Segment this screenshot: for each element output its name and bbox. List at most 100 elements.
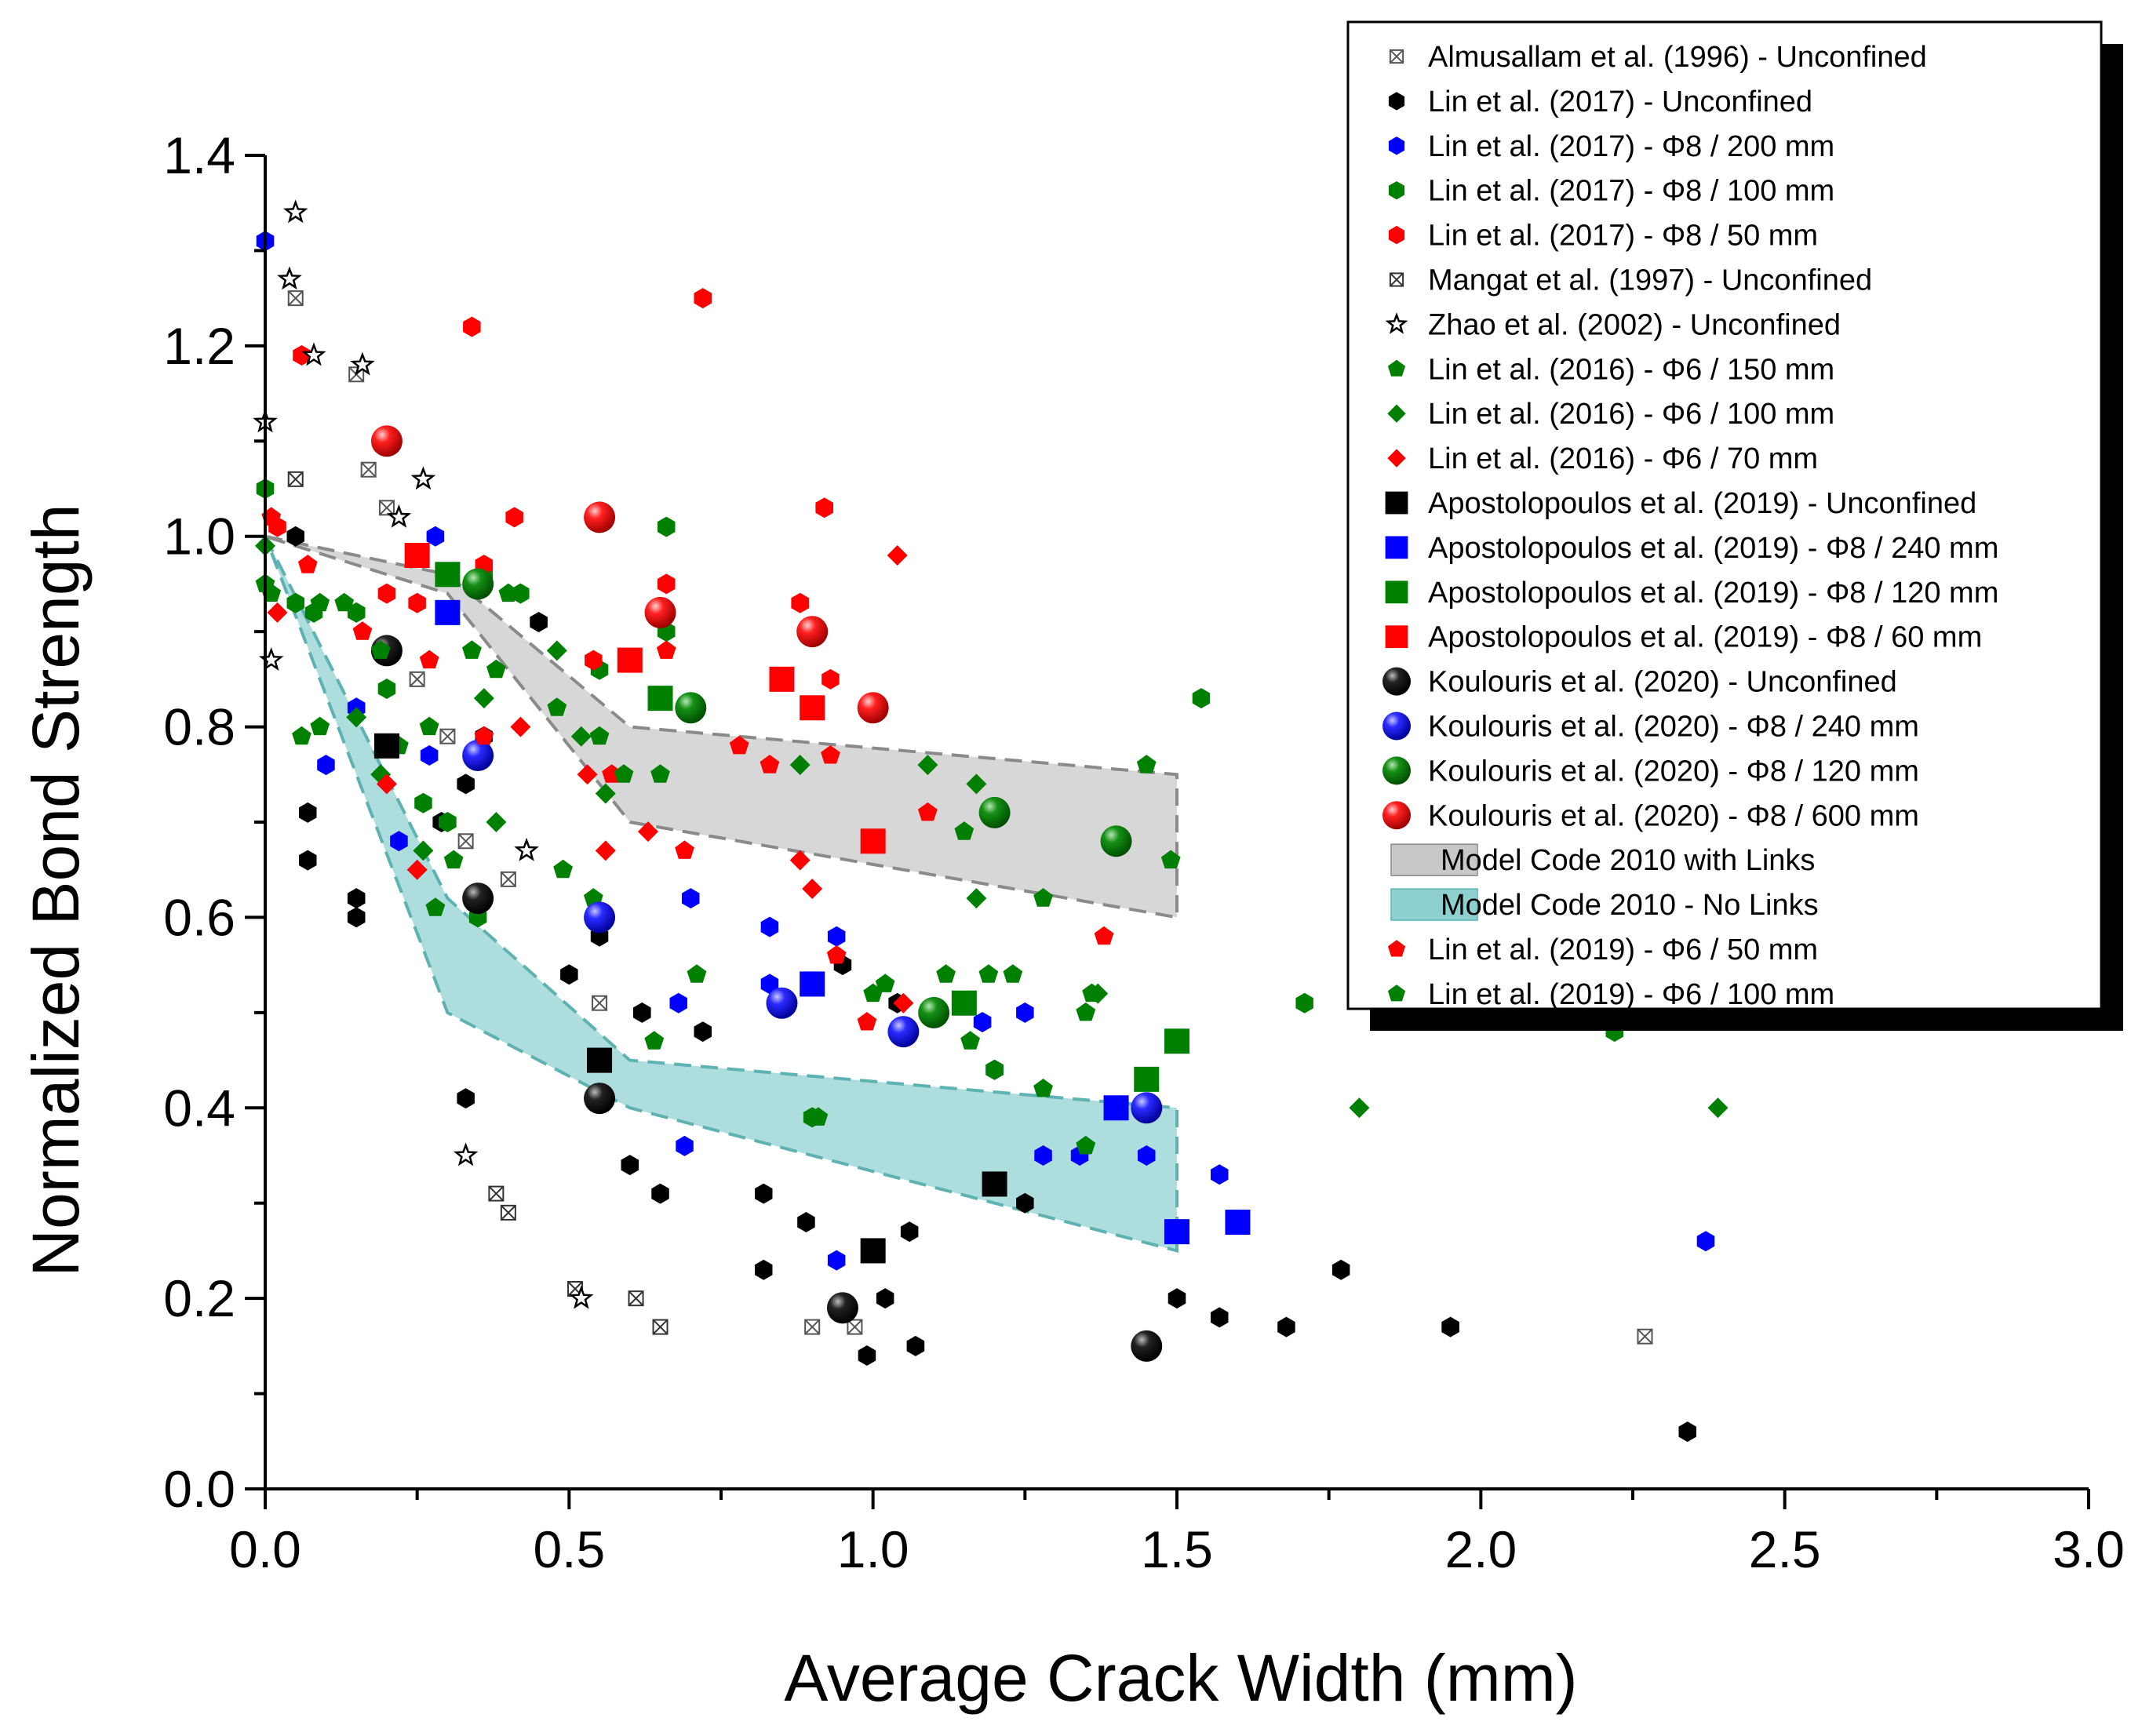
data-point	[669, 992, 687, 1014]
y-tick-label: 0.4	[163, 1079, 235, 1137]
legend-item: Lin et al. (2017) - Φ8 / 200 mm	[1388, 130, 1834, 163]
data-point	[500, 1204, 516, 1221]
legend-item: Model Code 2010 - No Links	[1390, 888, 1819, 922]
legend-item: Lin et al. (2017) - Φ8 / 100 mm	[1388, 175, 1834, 208]
series-koulouris-et-al-2020-phi8-600-mm	[370, 425, 889, 724]
data-point	[796, 616, 829, 648]
data-point	[675, 840, 694, 859]
data-point	[347, 602, 366, 623]
data-point	[1441, 1316, 1459, 1337]
y-tick-label: 1.0	[163, 508, 235, 566]
series-lin-et-al-2017-phi8-100-mm	[256, 479, 1623, 1128]
legend-item: Mangat et al. (1997) - Unconfined	[1389, 264, 1872, 297]
data-point	[577, 764, 598, 785]
data-point	[553, 859, 573, 879]
series-koulouris-et-al-2020-phi8-120-mm	[462, 568, 1132, 1028]
data-point	[1164, 1219, 1189, 1245]
data-point	[887, 1016, 920, 1048]
data-point	[453, 1142, 479, 1166]
legend-item: Apostolopoulos et al. (2019) - Unconfine…	[1385, 487, 1976, 520]
data-point	[650, 764, 670, 783]
series-apostolopoulos-et-al-2019-phi8-240-mm	[435, 599, 1251, 1245]
data-point	[1131, 1330, 1163, 1362]
data-point	[505, 507, 523, 528]
legend-label: Koulouris et al. (2020) - Φ8 / 120 mm	[1428, 755, 1919, 788]
y-tick-label: 1.2	[163, 317, 235, 375]
legend-label: Apostolopoulos et al. (2019) - Φ8 / 240 …	[1428, 532, 1998, 565]
data-point	[370, 425, 403, 457]
data-point	[514, 837, 539, 861]
data-point	[658, 516, 676, 537]
legend-marker	[1387, 359, 1406, 377]
legend-item: Koulouris et al. (2020) - Φ8 / 600 mm	[1382, 799, 1919, 832]
legend-item: Lin et al. (2016) - Φ6 / 70 mm	[1387, 442, 1818, 475]
legend-item: Apostolopoulos et al. (2019) - Φ8 / 240 …	[1385, 532, 1998, 565]
data-point	[546, 640, 567, 661]
data-point	[675, 692, 707, 724]
legend-marker	[1382, 756, 1411, 785]
data-point	[918, 996, 950, 1028]
data-point	[462, 740, 494, 771]
data-point	[1138, 1145, 1156, 1166]
legend-marker	[1385, 536, 1408, 559]
data-point	[293, 345, 311, 366]
legend-marker	[1382, 801, 1411, 830]
data-point	[694, 288, 712, 309]
legend-label: Almusallam et al. (1996) - Unconfined	[1428, 41, 1927, 74]
data-point	[408, 592, 426, 613]
data-point	[500, 871, 516, 887]
data-point	[858, 1345, 876, 1366]
legend-label: Koulouris et al. (2020) - Unconfined	[1428, 666, 1897, 699]
data-point	[1033, 1079, 1053, 1097]
data-point	[570, 726, 592, 747]
legend-item: Lin et al. (2019) - Φ6 / 50 mm	[1387, 934, 1818, 966]
legend-marker	[1389, 49, 1404, 64]
data-point	[510, 716, 531, 737]
data-point	[486, 659, 506, 679]
data-point	[827, 926, 846, 947]
series-lin-et-al-2016-phi6-100-mm	[255, 535, 1729, 1119]
legend: Almusallam et al. (1996) - Unconfined Lin…	[1346, 20, 2123, 1031]
data-point	[419, 716, 439, 736]
data-point	[1331, 1259, 1350, 1280]
data-point	[1707, 1097, 1729, 1119]
data-point	[978, 964, 999, 983]
legend-label: Lin et al. (2017) - Φ8 / 100 mm	[1428, 175, 1834, 208]
data-point	[587, 1047, 613, 1073]
x-tick-label: 1.5	[1141, 1520, 1213, 1578]
data-point	[827, 1250, 846, 1271]
data-point	[875, 974, 895, 992]
data-point	[614, 764, 634, 783]
data-point	[390, 831, 408, 852]
legend-marker	[1390, 888, 1478, 921]
data-point	[592, 995, 608, 1011]
data-point	[512, 583, 530, 604]
data-point	[800, 971, 825, 997]
series-lin-et-al-2017-phi8-50-mm	[268, 288, 840, 690]
data-point	[439, 728, 456, 744]
x-tick-label: 2.5	[1749, 1520, 1821, 1578]
data-point	[1349, 1097, 1370, 1119]
series-koulouris-et-al-2020-phi8-240-mm	[462, 740, 1163, 1124]
data-point	[413, 840, 434, 861]
data-point	[644, 596, 676, 628]
data-point	[687, 964, 707, 983]
data-point	[377, 583, 396, 604]
legend-item: Zhao et al. (2002) - Unconfined	[1385, 308, 1841, 341]
data-point	[966, 888, 987, 909]
legend-label: Zhao et al. (2002) - Unconfined	[1428, 308, 1841, 341]
data-point	[334, 592, 355, 612]
data-point	[376, 773, 397, 795]
data-point	[277, 266, 302, 290]
data-point	[682, 888, 700, 909]
legend-label: Lin et al. (2016) - Φ6 / 150 mm	[1428, 353, 1834, 386]
data-point	[386, 504, 412, 528]
data-point	[443, 850, 464, 869]
data-point	[978, 796, 1011, 828]
data-point	[1034, 1145, 1052, 1166]
legend-item: Lin et al. (2019) - Φ6 / 100 mm	[1387, 978, 1834, 1011]
data-point	[638, 821, 658, 843]
data-point	[826, 945, 847, 964]
data-point	[1016, 1192, 1034, 1214]
series-apostolopoulos-et-al-2019-phi8-120-mm	[435, 562, 1189, 1092]
